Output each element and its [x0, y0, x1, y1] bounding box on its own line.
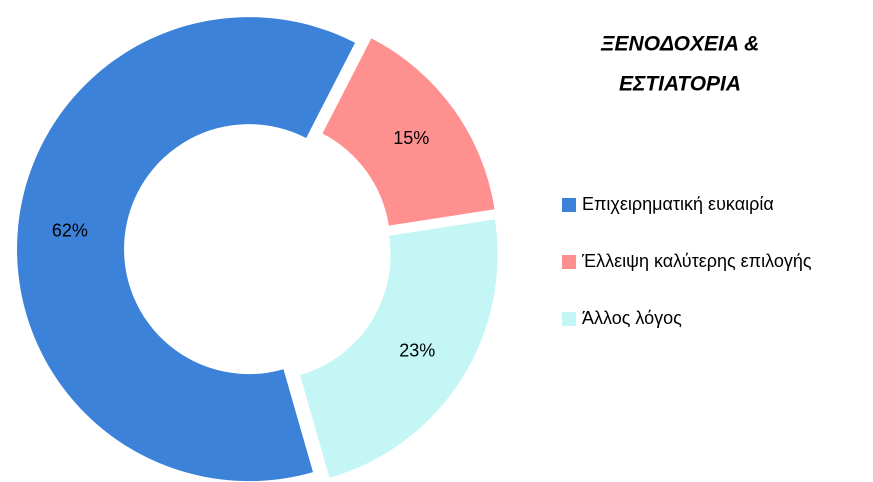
legend-label: Επιχειρηματική ευκαιρία — [582, 194, 774, 214]
legend-swatch — [562, 198, 576, 212]
donut-slice — [322, 38, 495, 226]
data-label: 23% — [399, 341, 435, 361]
chart-title-line: ΞΕΝΟΔΟΧΕΙΑ & — [600, 33, 760, 56]
legend-swatch — [562, 255, 576, 269]
chart-title-line: ΕΣΤΙΑΤΟΡΙΑ — [619, 73, 741, 96]
data-label: 15% — [393, 128, 429, 148]
donut-slice — [300, 219, 498, 478]
legend-swatch — [562, 312, 576, 326]
donut-slice — [17, 17, 356, 482]
data-label: 62% — [52, 220, 88, 240]
legend-label: Έλλειψη καλύτερης επιλογής — [581, 251, 812, 271]
legend-label: Άλλος λόγος — [582, 308, 682, 328]
